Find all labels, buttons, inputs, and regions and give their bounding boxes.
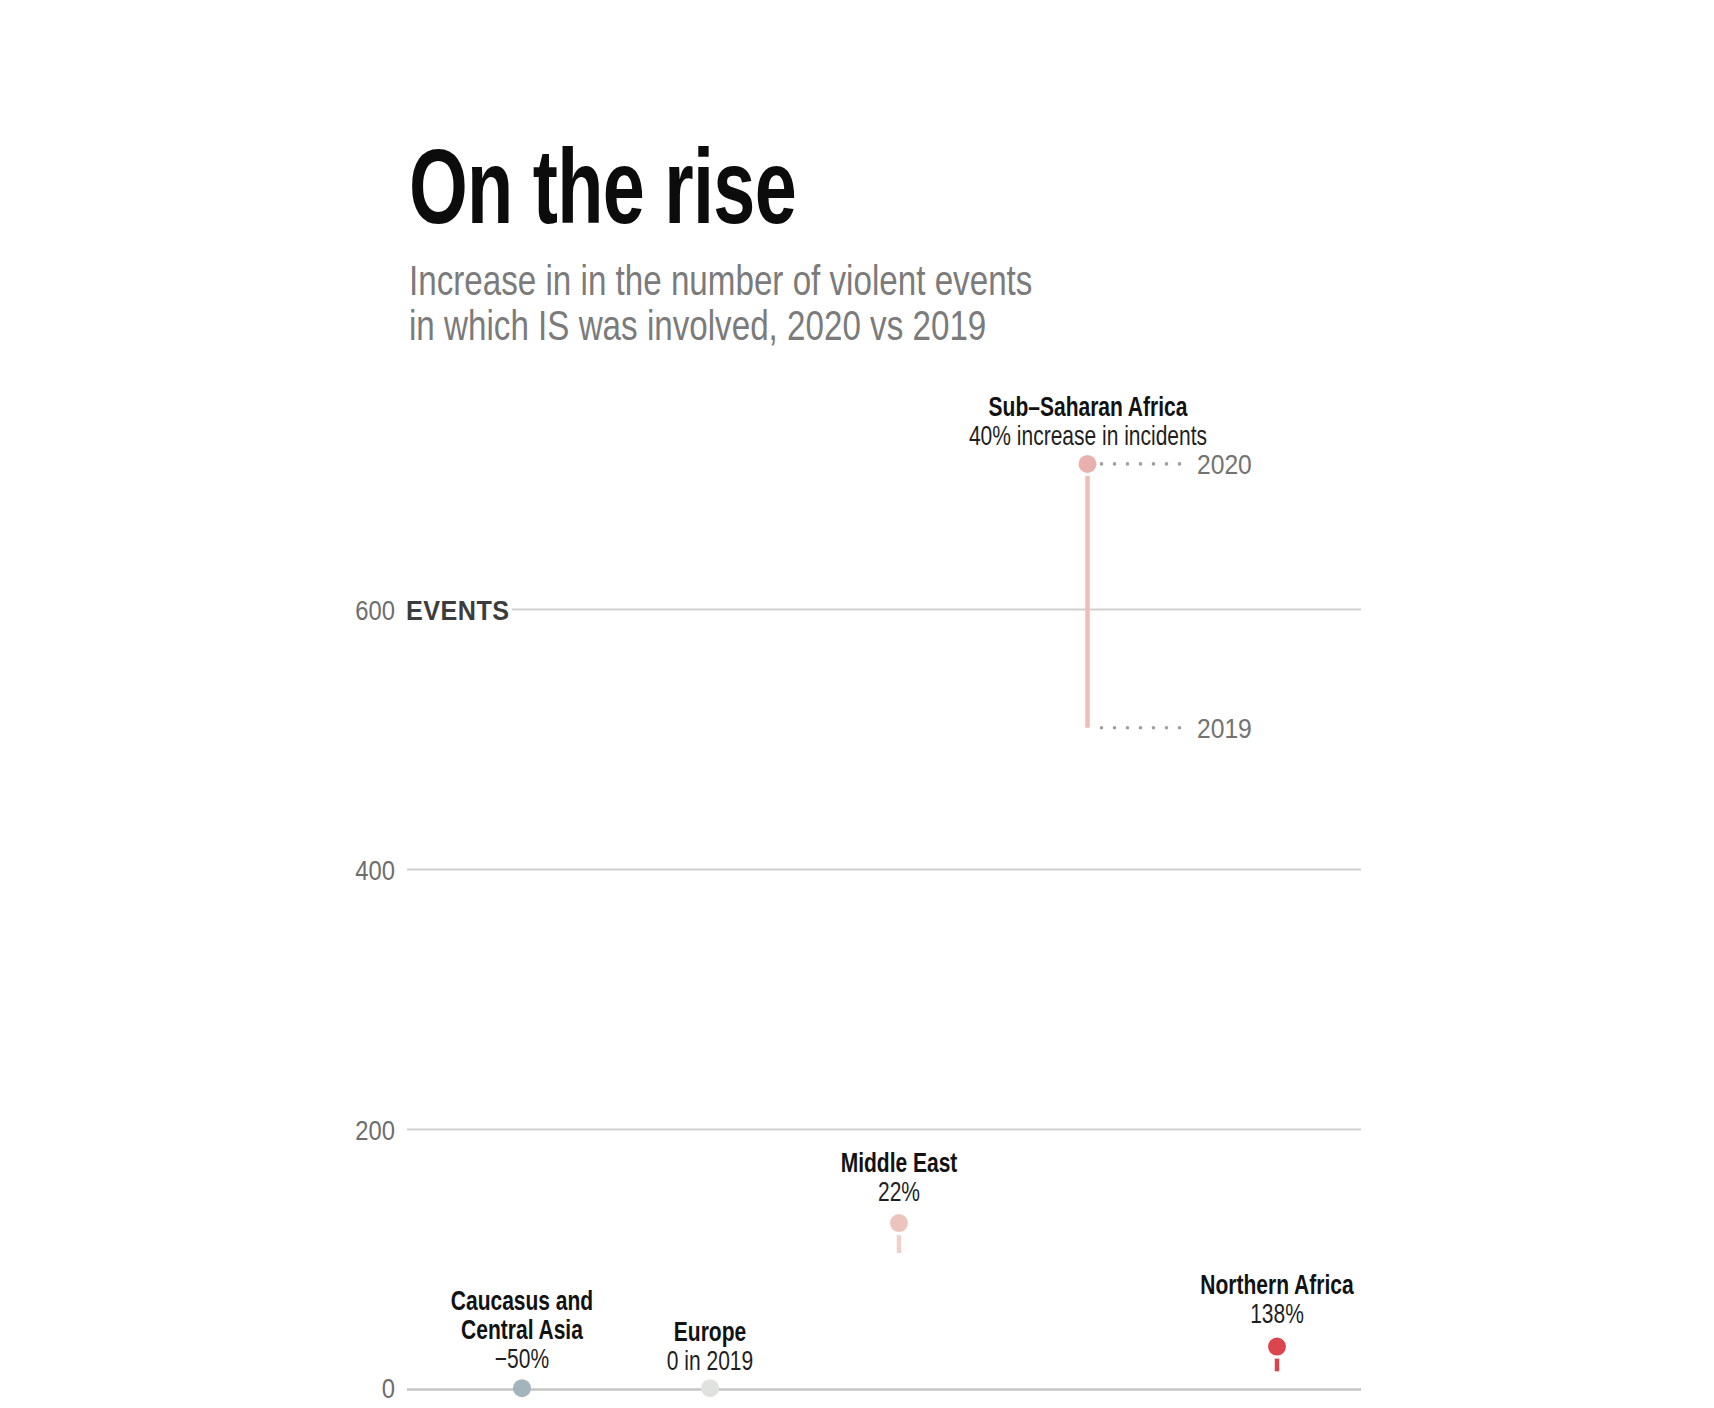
y-tick-label-400: 400 [327,857,395,885]
region-name-line: Northern Africa [1157,1270,1397,1299]
chart-subtitle-line-2: in which IS was involved, 2020 vs 2019 [409,305,986,347]
leader-dot [1100,726,1104,730]
region-label-europe: Europe 0 in 2019 [590,1317,830,1375]
y-tick-label-200: 200 [327,1117,395,1145]
region-change-label: 40% increase in incidents [968,421,1208,450]
dot-2020-caucasus-and-central-asia [513,1379,531,1397]
leader-dot [1178,726,1182,730]
leader-dot [1152,462,1156,466]
leader-dot [1126,462,1130,466]
year-label-2019: 2019 [1197,715,1252,743]
leader-dot [1152,726,1156,730]
chart-canvas: On the rise Increase in in the number of… [0,0,1714,1408]
region-name-line: Middle East [779,1148,1019,1177]
leader-dot [1178,462,1182,466]
region-label-middle-east: Middle East 22% [779,1148,1019,1206]
dot-2020-middle-east [890,1214,908,1232]
region-change-label: 138% [1157,1299,1397,1328]
leader-dot [1139,726,1143,730]
y-tick-label-0: 0 [327,1375,395,1403]
chart-subtitle-line-1: Increase in in the number of violent eve… [409,260,1032,302]
y-axis-title: EVENTS [406,597,510,625]
dot-2020-europe [701,1379,719,1397]
leader-dot [1139,462,1143,466]
region-name-line: Sub–Saharan Africa [968,392,1208,421]
chart-title: On the rise [409,134,796,239]
region-name-line: Caucasus and [402,1286,642,1315]
leader-dot [1113,462,1117,466]
y-tick-label-600: 600 [327,597,395,625]
leader-dot [1165,726,1169,730]
region-change-label: 0 in 2019 [590,1346,830,1375]
dot-2020-sub-saharan-africa [1079,455,1097,473]
region-label-northern-africa: Northern Africa 138% [1157,1270,1397,1328]
leader-dot [1126,726,1130,730]
region-label-sub-saharan-africa: Sub–Saharan Africa 40% increase in incid… [968,392,1208,450]
leader-dot [1113,726,1117,730]
dot-2020-northern-africa [1268,1338,1286,1356]
year-label-2020: 2020 [1197,451,1252,479]
region-change-label: 22% [779,1177,1019,1206]
region-name-line: Europe [590,1317,830,1346]
leader-dot [1100,462,1104,466]
leader-dot [1165,462,1169,466]
